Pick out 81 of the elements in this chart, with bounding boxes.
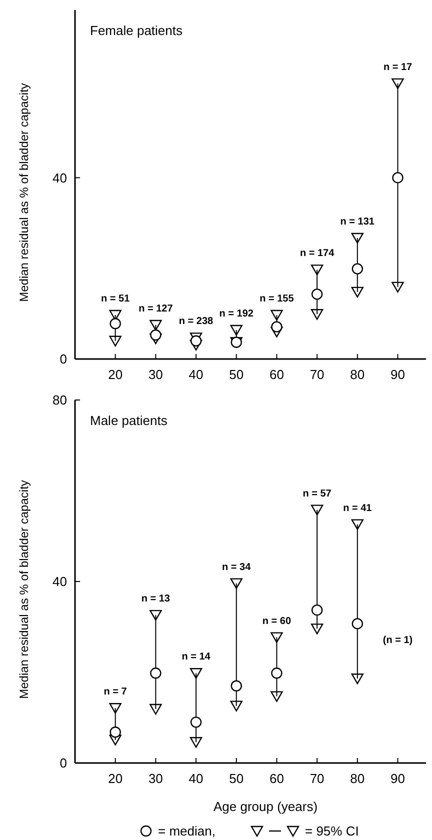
point — [310, 624, 324, 634]
legend-label: = median, — [158, 824, 216, 839]
point — [230, 680, 242, 692]
point — [310, 309, 324, 320]
point — [351, 286, 364, 298]
x-tick-label: 80 — [350, 367, 365, 382]
x-tick-label: 20 — [108, 771, 123, 786]
point — [270, 310, 283, 321]
annotation: n = 7 — [104, 686, 128, 698]
point — [150, 668, 162, 679]
point — [392, 282, 404, 293]
x-tick-label: 80 — [350, 771, 365, 786]
y-axis-title: Median residual as % of bladder capacity — [17, 480, 31, 699]
x-tick-label: 40 — [188, 771, 204, 786]
annotation: n = 57 — [302, 488, 332, 500]
point — [351, 674, 364, 684]
point — [310, 264, 324, 276]
y-tick-label: 40 — [52, 170, 67, 186]
point — [110, 318, 121, 330]
y-axis-title: Median residual as % of bladder capacity — [17, 83, 31, 302]
point — [150, 329, 162, 341]
point — [110, 726, 121, 738]
text: Male patients — [90, 413, 168, 428]
point — [150, 704, 162, 715]
annotation: n = 51 — [101, 294, 130, 305]
point — [311, 604, 323, 616]
point — [392, 78, 404, 90]
point — [351, 519, 364, 530]
x-tick-label: 50 — [229, 771, 244, 786]
x-axis-title: Age group (years) — [213, 799, 318, 814]
point — [351, 232, 364, 244]
annotation: n = 238 — [178, 316, 214, 328]
point — [190, 668, 202, 679]
annotation: (n = 1) — [382, 635, 413, 646]
x-tick-label: 90 — [390, 367, 405, 382]
point — [230, 700, 242, 712]
y-tick-label: 0 — [60, 352, 67, 367]
text: Female patients — [90, 23, 183, 38]
annotation: n = 34 — [222, 562, 252, 573]
point — [352, 263, 364, 274]
point — [271, 321, 282, 332]
x-tick-label: 60 — [269, 367, 284, 382]
y-tick-label: 0 — [60, 756, 67, 771]
y-tick-label: 40 — [52, 574, 67, 590]
point — [109, 702, 122, 714]
point — [109, 336, 122, 346]
point — [190, 737, 202, 748]
point — [310, 504, 324, 516]
annotation: n = 14 — [182, 652, 211, 663]
x-tick-label: 40 — [188, 367, 204, 382]
point — [270, 632, 283, 643]
annotation: n = 192 — [219, 308, 254, 320]
annotation: n = 127 — [138, 304, 174, 315]
point — [392, 172, 404, 184]
annotation: n = 17 — [383, 62, 413, 73]
point — [230, 578, 242, 589]
x-tick-label: 90 — [390, 771, 405, 786]
x-tick-label: 60 — [269, 771, 284, 786]
point — [150, 610, 162, 621]
x-tick-label: 70 — [310, 771, 324, 786]
point — [230, 324, 242, 336]
x-tick-label: 70 — [310, 367, 324, 382]
point — [150, 320, 162, 331]
x-tick-label: 30 — [148, 367, 163, 382]
point — [190, 335, 202, 346]
point — [270, 691, 283, 702]
point — [271, 668, 282, 679]
annotation: n = 155 — [260, 294, 294, 305]
annotation: n = 41 — [343, 502, 372, 514]
legend-label: = 95% CI — [305, 824, 359, 839]
x-tick-label: 30 — [148, 771, 163, 786]
point — [190, 716, 202, 728]
annotation: n = 174 — [300, 248, 335, 260]
annotation: n = 131 — [340, 216, 375, 228]
x-tick-label: 20 — [108, 367, 123, 382]
y-tick-label: 80 — [52, 392, 67, 408]
annotation: n = 13 — [141, 594, 170, 605]
point — [311, 288, 323, 300]
x-tick-label: 50 — [229, 367, 244, 382]
point — [352, 618, 364, 630]
annotation: n = 60 — [262, 616, 292, 627]
